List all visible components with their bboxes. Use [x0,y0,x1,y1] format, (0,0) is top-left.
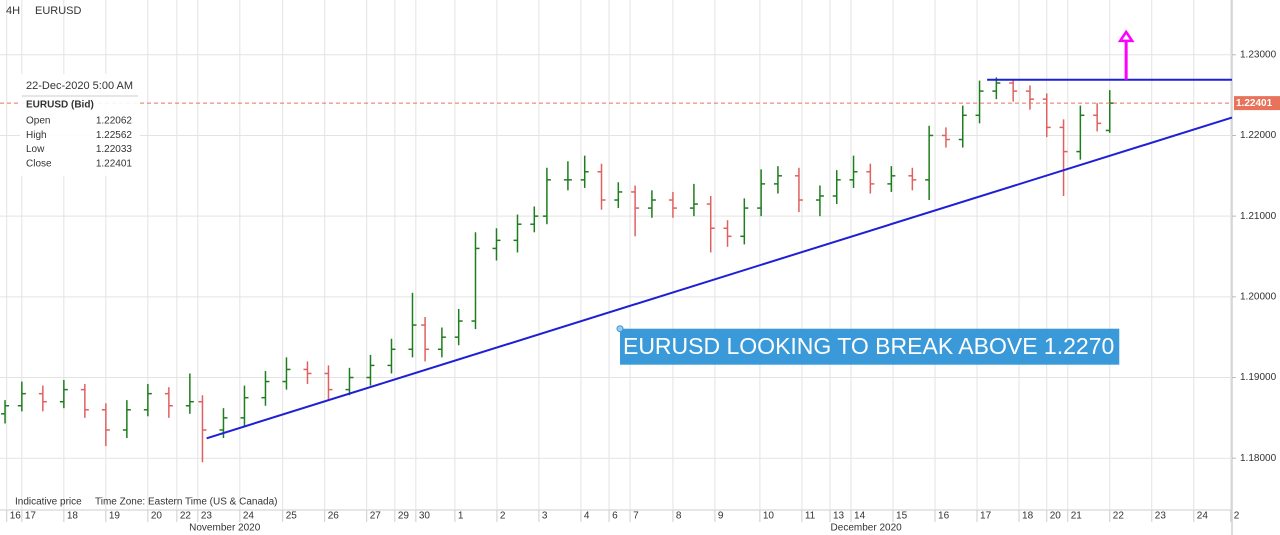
x-tick-label: 9 [718,511,724,522]
annotation-box [619,328,1120,365]
x-tick-label: 30 [419,511,431,522]
x-tick-label: 23 [201,511,213,522]
timeframe: 4H [6,5,20,17]
x-tick-label: 8 [676,511,682,522]
y-tick-label: 1.18000 [1240,453,1277,464]
x-tick-label: 17 [25,511,37,522]
x-tick-label: 21 [1071,511,1083,522]
month-label: November 2020 [189,523,261,534]
x-tick-label: 24 [243,511,255,522]
info-panel [20,74,140,176]
x-tick-label: 6 [612,511,618,522]
x-tick-label: 23 [1155,511,1167,522]
x-tick-label: 16 [938,511,950,522]
current-price-label: 1.22401 [1236,98,1273,109]
arrow-head [1117,29,1135,43]
symbol: EURUSD [35,5,82,17]
labels: 4H EURUSD 22-Dec-2020 5:00 AM EURUSD (Bi… [6,5,277,508]
x-tick-label: 26 [328,511,340,522]
x-tick-label: 18 [1022,511,1034,522]
x-tick-label: 22 [180,511,192,522]
y-tick-label: 1.22000 [1240,130,1277,141]
footer-timezone: Time Zone: Eastern Time (US & Canada) [95,497,277,508]
info-value: 1.22062 [96,116,133,127]
x-tick-label: 2 [500,511,506,522]
x-tick-label: 25 [286,511,298,522]
x-tick-label: 24 [1197,511,1209,522]
x-tick-label: 22 [1113,511,1125,522]
y-tick-label: 1.19000 [1240,372,1277,383]
x-tick-label: 27 [370,511,382,522]
bars [1,77,1114,463]
info-label: High [26,130,47,141]
x-tick-label: 16 [10,511,22,522]
x-tick-label: 20 [151,511,163,522]
x-tick-label: 1 [458,511,464,522]
month-label: December 2020 [831,523,903,534]
annotation-text: EURUSD LOOKING TO BREAK ABOVE 1.2270 [623,333,1114,359]
y-tick-label: 1.20000 [1240,291,1277,302]
info-label: Open [26,116,50,127]
x-tick-label: 11 [805,511,816,522]
info-value: 1.22033 [96,144,133,155]
info-instrument: EURUSD (Bid) [26,100,94,111]
x-tick-label: 2 [1234,511,1240,522]
x-tick-label: 17 [980,511,992,522]
x-tick-label: 29 [398,511,410,522]
trendline [206,116,1233,440]
x-tick-label: 15 [896,511,908,522]
x-tick-label: 19 [109,511,121,522]
x-tick-label: 3 [542,511,548,522]
x-tick-label: 10 [763,511,775,522]
y-tick-label: 1.21000 [1240,211,1277,222]
footer-note: Indicative price [15,497,82,508]
info-datetime: 22-Dec-2020 5:00 AM [26,80,133,92]
x-tick-label: 7 [633,511,639,522]
info-value: 1.22562 [96,130,133,141]
current-price-tag [1234,96,1280,111]
annotation-anchor [616,325,624,333]
x-tick-label: 13 [833,511,845,522]
x-tick-label: 20 [1050,511,1062,522]
info-label: Close [26,159,52,170]
info-label: Low [26,144,45,155]
x-tick-label: 18 [67,511,79,522]
x-tick-label: 4 [584,511,590,522]
info-value: 1.22401 [96,159,133,170]
y-tick-label: 1.23000 [1240,49,1277,60]
annotations: 1.22401 EURUSD LOOKING TO BREAK ABOVE 1.2… [0,29,1280,440]
x-tick-label: 14 [854,511,866,522]
